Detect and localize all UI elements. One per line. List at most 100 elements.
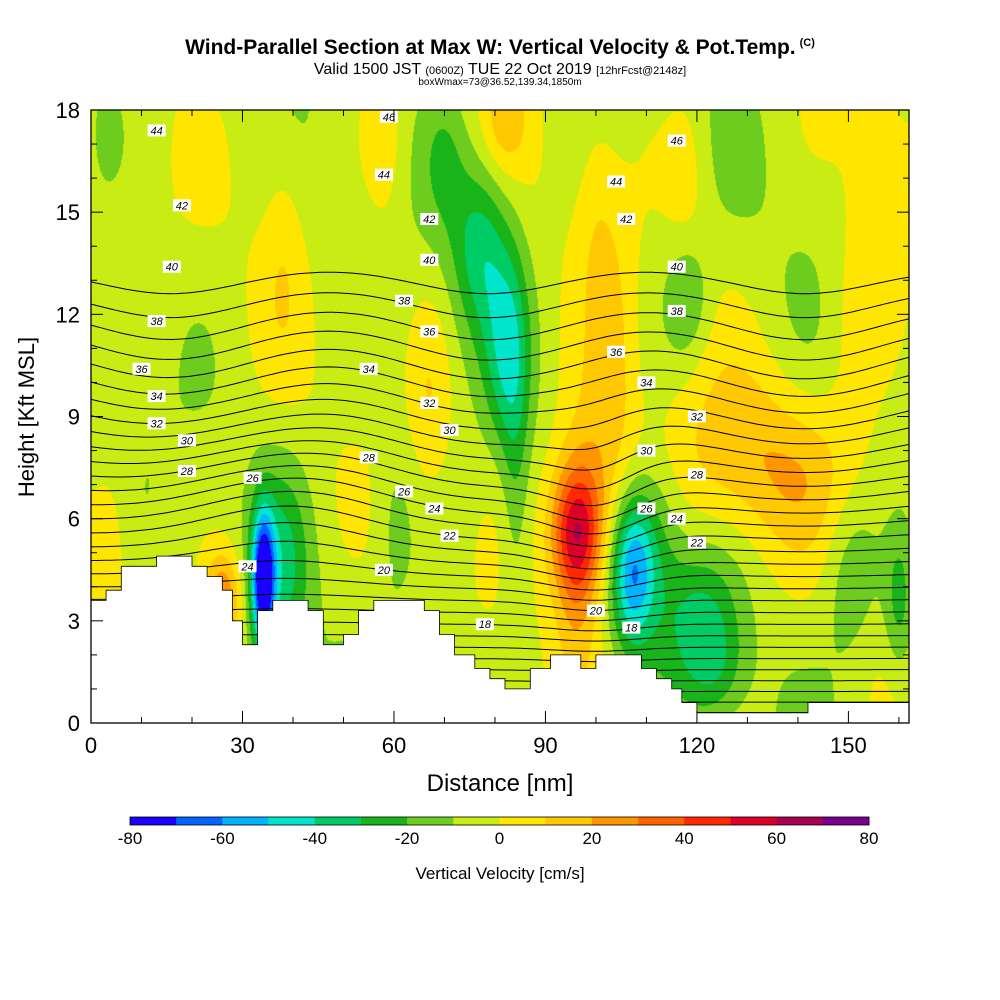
theta-label-text: 44 <box>378 170 390 182</box>
theta-label: 40 <box>667 260 686 274</box>
theta-label-text: 28 <box>690 469 704 481</box>
y-tick-label: 9 <box>68 405 80 430</box>
colorbar-swatch <box>684 817 731 825</box>
colorbar-swatch <box>222 817 269 825</box>
theta-label: 30 <box>177 434 196 447</box>
y-tick-label: 0 <box>68 711 80 736</box>
theta-contour-line <box>91 398 909 430</box>
y-tick-label: 15 <box>56 200 80 225</box>
colorbar: -80 -60 -40 -20 0 20 40 60 80 <box>118 816 879 848</box>
theta-label: 36 <box>420 325 439 338</box>
theta-contour-line <box>91 311 909 341</box>
theta-label-text: 22 <box>690 538 703 550</box>
theta-label-text: 22 <box>442 531 455 543</box>
theta-label: 34 <box>637 376 656 389</box>
chart-subtitle: Valid 1500 JST (0600Z) TUE 22 Oct 2019 [… <box>313 61 687 78</box>
theta-label: 30 <box>637 444 656 458</box>
theta-label: 24 <box>425 502 444 516</box>
theta-contour-line <box>91 292 909 319</box>
theta-label: 32 <box>147 417 166 430</box>
theta-label-text: 18 <box>625 623 638 635</box>
theta-label-text: 38 <box>398 296 411 308</box>
theta-contour-line <box>91 271 909 295</box>
theta-label: 32 <box>420 396 439 410</box>
colorbar-swatch <box>591 817 639 825</box>
theta-label: 46 <box>667 134 686 148</box>
colorbar-swatch <box>314 817 362 825</box>
theta-contour-line <box>91 348 909 380</box>
theta-label-text: 40 <box>166 262 179 274</box>
colorbar-tick-label: -20 <box>395 829 420 848</box>
theta-label: 44 <box>147 124 166 137</box>
theta-label-text: 42 <box>620 214 632 226</box>
colorbar-swatch <box>130 817 177 825</box>
colorbar-swatch <box>638 817 685 825</box>
y-axis-label: Height [Kft MSL] <box>14 337 39 497</box>
theta-label-text: 26 <box>639 504 653 516</box>
theta-label-text: 40 <box>423 255 436 267</box>
theta-label: 24 <box>667 512 686 526</box>
theta-label: 44 <box>374 168 393 182</box>
theta-label-text: 32 <box>150 418 162 430</box>
colorbar-tick-label: 0 <box>495 829 504 848</box>
theta-label: 40 <box>162 260 181 274</box>
theta-label-text: 26 <box>245 473 259 485</box>
x-axis-label: Distance [nm] <box>427 770 574 797</box>
y-tick-label: 18 <box>56 98 80 123</box>
theta-contour-line <box>91 452 909 507</box>
theta-label-text: 28 <box>362 452 376 464</box>
colorbar-swatch <box>268 817 316 825</box>
theta-label: 20 <box>374 563 393 577</box>
terrain <box>90 555 910 724</box>
theta-label: 34 <box>147 390 166 403</box>
x-tick-label: 0 <box>85 733 97 758</box>
theta-label-text: 20 <box>377 565 391 577</box>
theta-label: 28 <box>177 465 196 478</box>
theta-contour-line <box>91 440 909 490</box>
colorbar-tick-label: 20 <box>582 829 601 848</box>
theta-label: 38 <box>147 315 166 328</box>
theta-contour-line <box>91 465 909 522</box>
theta-label: 34 <box>359 362 378 376</box>
chart-subtitle-2: boxWmax=73@36.52,139.34,1850m <box>418 77 582 88</box>
colorbar-swatch <box>360 817 408 825</box>
theta-label-text: 30 <box>181 435 194 447</box>
theta-label-text: 18 <box>479 619 492 631</box>
theta-contour-line <box>91 540 909 581</box>
theta-label-text: 30 <box>443 425 456 437</box>
theta-label-text: 42 <box>176 200 188 212</box>
theta-contour-line <box>91 383 909 414</box>
theta-label-text: 36 <box>135 364 148 376</box>
colorbar-tick-label: -60 <box>210 829 235 848</box>
theta-label: 38 <box>667 304 686 318</box>
colorbar-swatch <box>407 817 454 825</box>
chart-title: Wind-Parallel Section at Max W: Vertical… <box>185 36 815 59</box>
theta-label: 28 <box>687 468 706 481</box>
theta-contour-line <box>91 490 909 547</box>
theta-label: 28 <box>359 451 378 464</box>
theta-label: 38 <box>395 294 414 308</box>
colorbar-swatch <box>499 817 546 825</box>
x-tick-label: 150 <box>830 733 867 758</box>
theta-label: 42 <box>172 199 191 212</box>
theta-label: 42 <box>617 213 636 226</box>
theta-label-text: 34 <box>150 391 162 403</box>
theta-label-text: 42 <box>423 214 435 226</box>
theta-label-text: 24 <box>670 514 683 526</box>
theta-label-text: 40 <box>671 262 684 274</box>
colorbar-tick-label: 80 <box>860 829 879 848</box>
colorbar-tick-label: -80 <box>118 829 143 848</box>
theta-label: 30 <box>440 424 459 437</box>
theta-label: 24 <box>238 560 257 573</box>
theta-label-text: 36 <box>423 326 436 338</box>
theta-label-text: 44 <box>150 125 162 137</box>
theta-label: 46 <box>379 110 398 124</box>
theta-contour-line <box>91 505 909 559</box>
colorbar-swatch <box>822 817 870 825</box>
theta-contour-line <box>91 413 909 451</box>
theta-label-text: 24 <box>240 561 253 573</box>
theta-contour-line <box>91 477 909 535</box>
theta-label-text: 26 <box>397 486 411 498</box>
contour-labels: 44 42 40 38 36 34 32 30 28 26 24 46 44 42 40 38 36 34 32 30… <box>132 110 706 635</box>
